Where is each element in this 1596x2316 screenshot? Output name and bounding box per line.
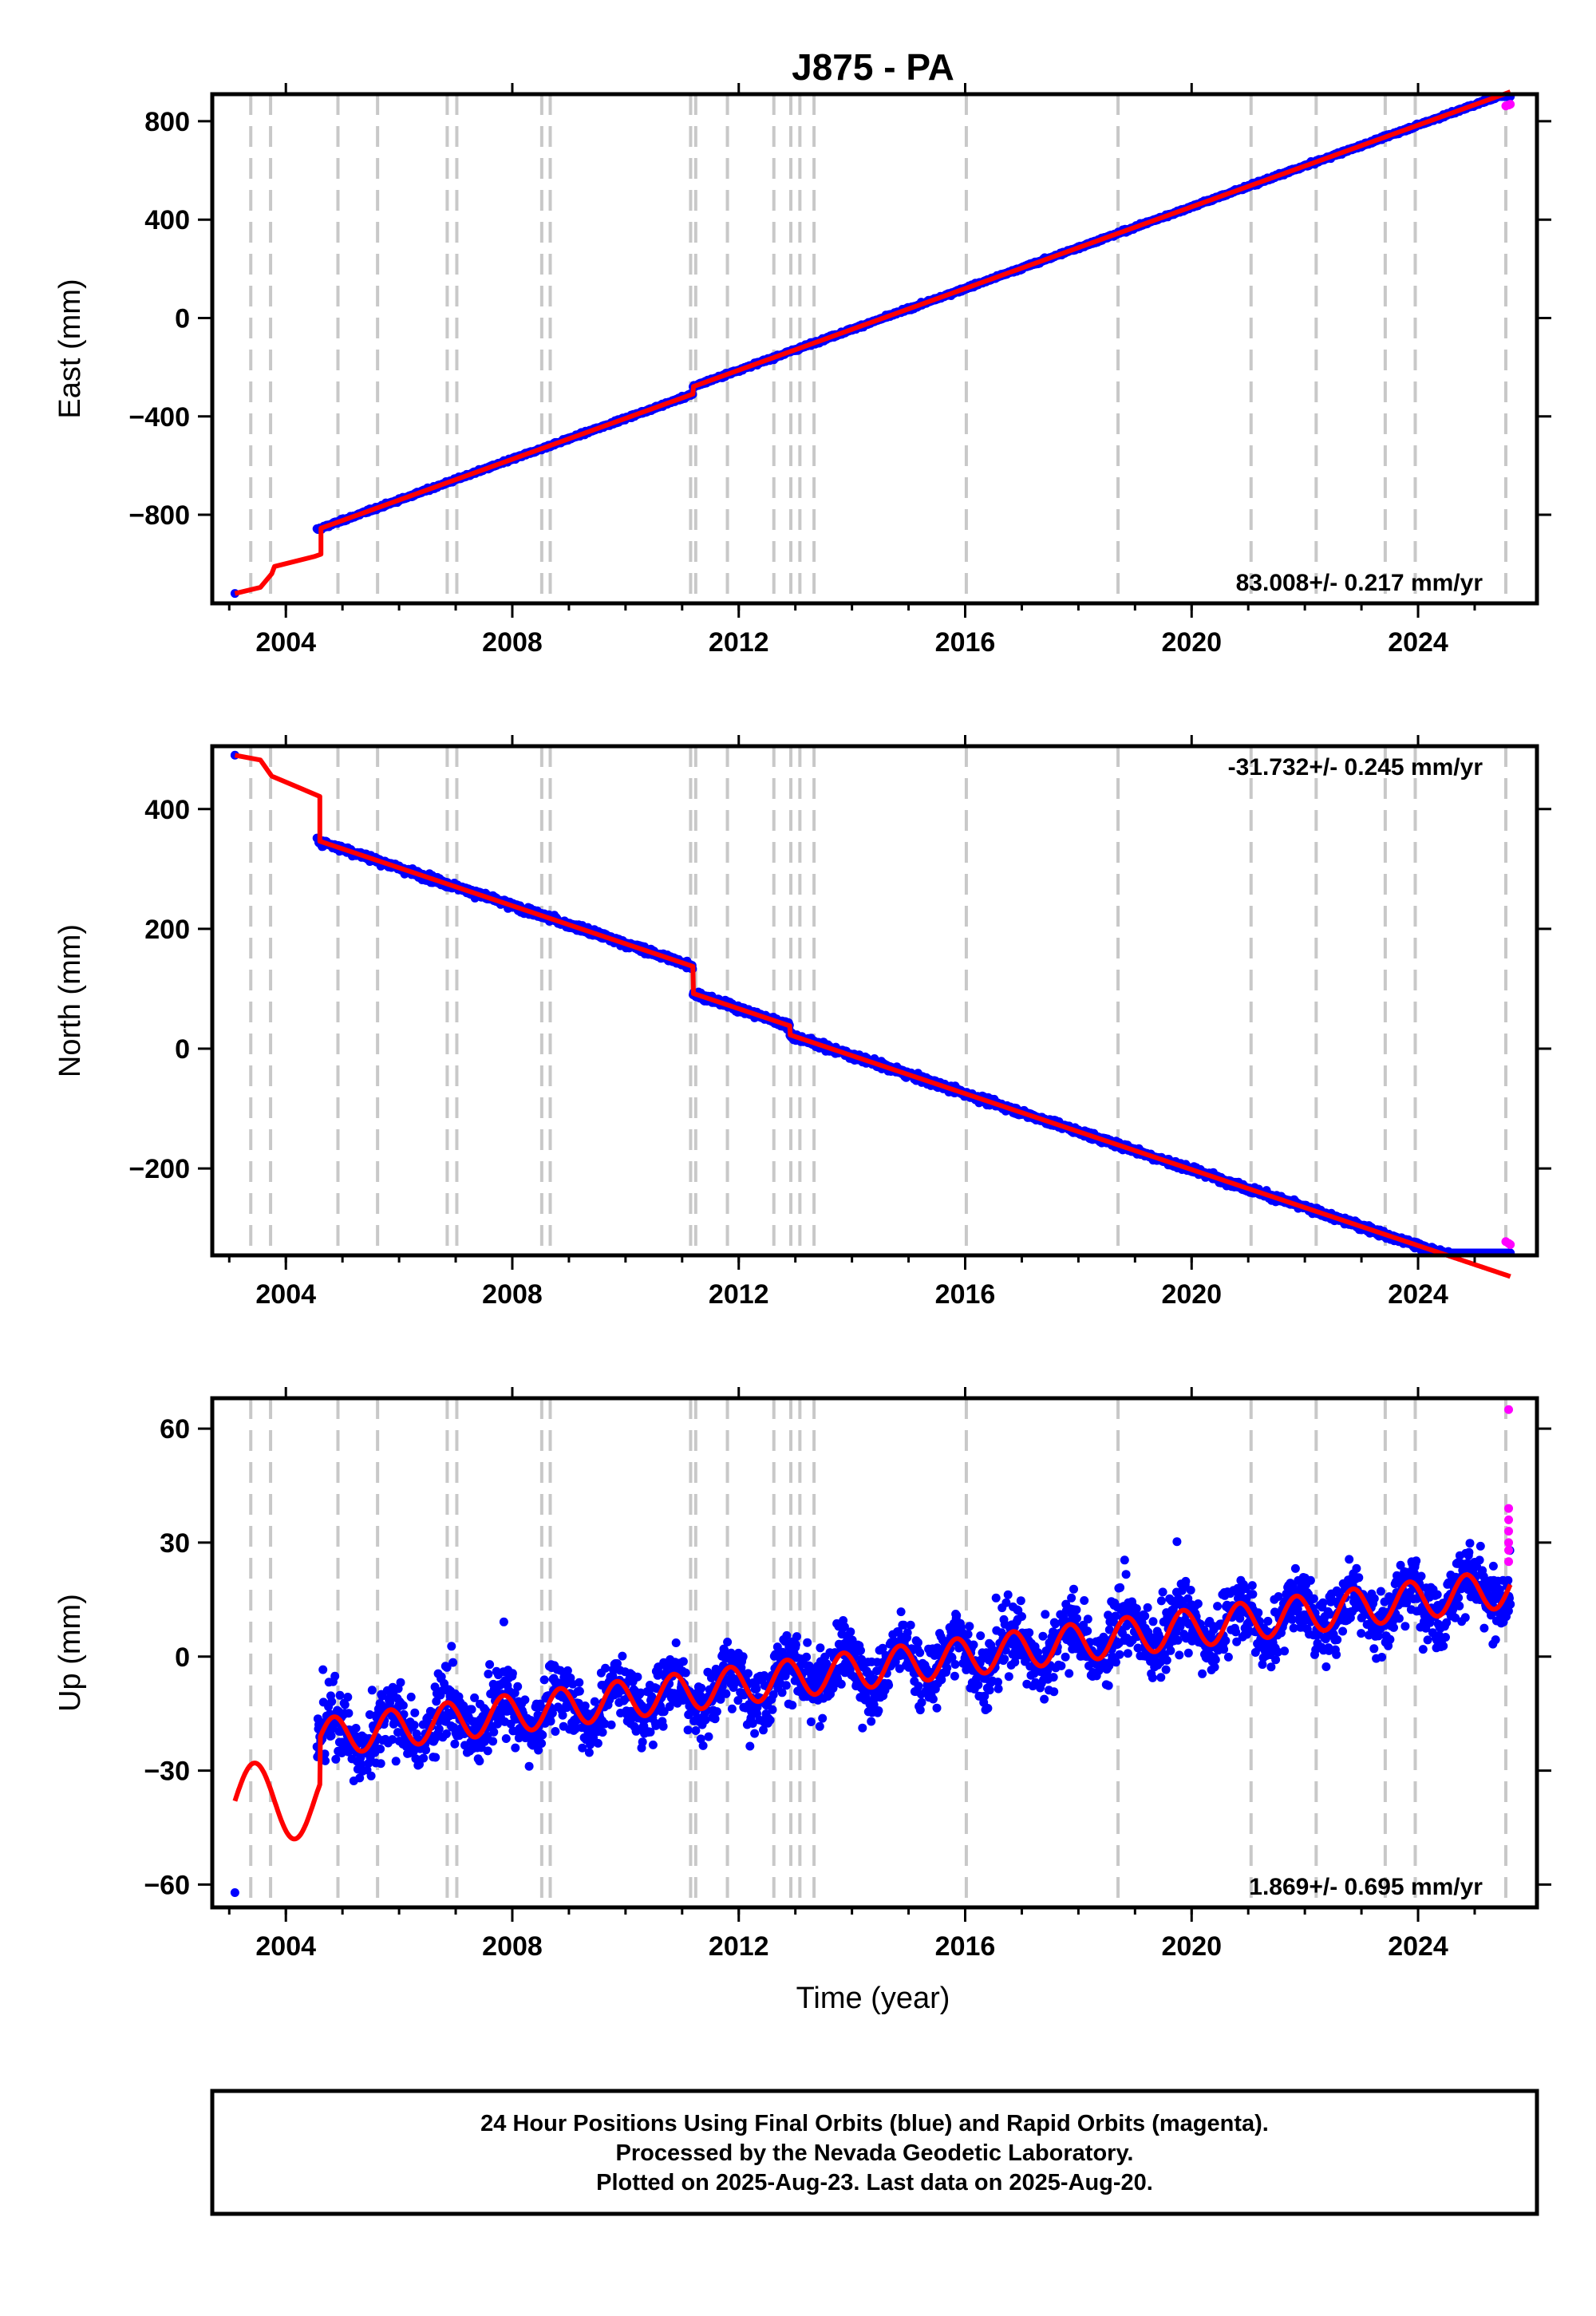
x-tick-label: 2012 xyxy=(709,627,769,658)
rapid-orbit-point xyxy=(1506,100,1515,109)
chart-title: J875 - PA xyxy=(792,46,954,88)
east-panel: 2004 2008 2012 2016 2020 2024−800−4000400800 … xyxy=(53,83,1551,658)
equipment-change-lines xyxy=(249,746,1507,1255)
x-tick-label: 2008 xyxy=(482,627,543,658)
x-tick-label: 2020 xyxy=(1161,627,1222,658)
x-tick-label: 2016 xyxy=(935,627,996,658)
model-line xyxy=(234,89,1512,596)
east-rapid-points xyxy=(1501,100,1515,111)
y-tick-label: 0 xyxy=(175,303,190,334)
east-rate-label: 83.008+/- 0.217 mm/yr xyxy=(1236,570,1483,596)
y-tick-label: 400 xyxy=(144,205,190,235)
y-tick-label: 800 xyxy=(144,107,190,137)
plot-frame xyxy=(210,92,1539,606)
east-ylabel: East (mm) xyxy=(53,279,87,418)
y-tick-label: −800 xyxy=(128,500,190,531)
y-tick-label: −400 xyxy=(128,402,190,433)
x-tick-label: 2004 xyxy=(255,627,316,658)
north-final-points xyxy=(230,750,1515,1258)
equipment-change-lines xyxy=(249,94,1507,603)
x-tick-label: 2024 xyxy=(1388,627,1448,658)
east-model-curve xyxy=(234,89,1512,596)
east-final-points xyxy=(230,92,1515,599)
